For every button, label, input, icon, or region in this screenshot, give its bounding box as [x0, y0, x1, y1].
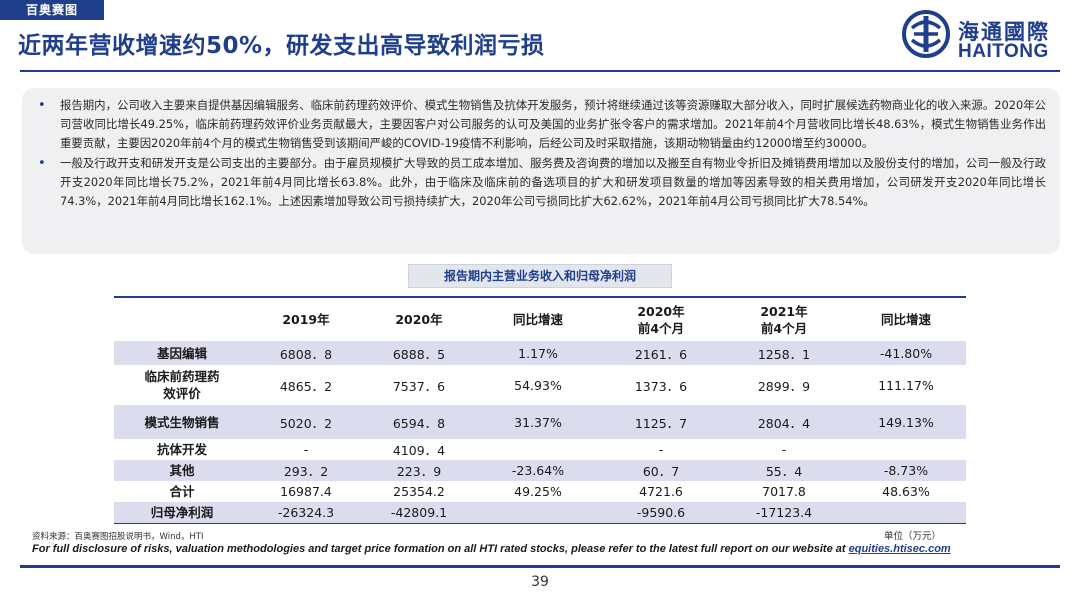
summary-bullet-text: 报告期内，公司收入主要来自提供基因编辑服务、临床前药理药效评价、模式生物销售及抗… — [60, 98, 1046, 151]
table-cell: 293．2 — [283, 464, 329, 479]
table-row: 合计 16987.4 25354.2 49.25% 4721.6 7017.8 48.63% — [114, 481, 966, 502]
haitong-logo: 海通國際 HAITONG — [900, 8, 1060, 68]
disclaimer: For full disclosure of risks, valuation … — [32, 543, 951, 555]
page-number: 39 — [531, 574, 549, 590]
column-header: 2020年 前4个月 — [637, 303, 685, 336]
company-tag: 百奥赛图 — [0, 0, 104, 20]
table-cell: - — [658, 442, 664, 457]
table-cell: -23.64% — [511, 463, 565, 478]
haitong-emblem-icon — [902, 10, 950, 58]
table-cell: 7537．6 — [392, 378, 446, 394]
top-divider — [20, 70, 1060, 72]
summary-bullet: • 报告期内，公司收入主要来自提供基因编辑服务、临床前药理药效评价、模式生物销售及… — [36, 96, 1046, 154]
disclaimer-link[interactable]: equities.htisec.com — [848, 543, 951, 555]
table-cell: -26324.3 — [277, 504, 335, 520]
row-label: 其他 — [169, 463, 195, 478]
table-cell: -8.73% — [883, 463, 929, 478]
table-cell: 4865．2 — [279, 378, 333, 394]
table-cell: 16987.4 — [280, 484, 332, 499]
column-header: 2019年 — [282, 312, 330, 327]
bullet-dot-icon: • — [38, 155, 46, 171]
column-header: 2020年 — [395, 312, 443, 327]
table-cell: 6808．8 — [279, 346, 333, 362]
table-cell: 55．4 — [765, 464, 803, 479]
table-cell: - — [781, 442, 787, 457]
table-cell — [476, 439, 600, 460]
row-label: 抗体开发 — [156, 442, 207, 457]
column-header — [114, 297, 250, 341]
table-cell: 31.37% — [514, 414, 562, 430]
table-cell: 7017.8 — [762, 484, 806, 499]
table-cell: -42809.1 — [390, 504, 448, 520]
table-cell: 6888．5 — [392, 346, 446, 362]
table-cell — [476, 502, 600, 523]
bullet-dot-icon: • — [38, 98, 46, 113]
row-label: 合计 — [169, 484, 195, 499]
table-cell: 5020．2 — [279, 415, 333, 431]
table-cell: 223．9 — [396, 464, 442, 479]
table-cell: 60．7 — [642, 464, 680, 479]
logo-english-text: HAITONG — [958, 41, 1049, 62]
column-header: 同比增速 — [512, 312, 563, 327]
table-cell: 6594．8 — [392, 415, 446, 431]
table-cell: -17123.4 — [755, 504, 813, 520]
table-cell: 1373．6 — [634, 378, 688, 394]
summary-box: • 报告期内，公司收入主要来自提供基因编辑服务、临床前药理药效评价、模式生物销售及… — [22, 88, 1060, 254]
unit-note: 单位（万元） — [884, 531, 942, 542]
row-label: 归母净利润 — [150, 504, 214, 520]
table-cell — [846, 502, 966, 523]
column-header: 2021年 前4个月 — [760, 303, 808, 336]
table-row: 模式生物销售 5020．2 6594．8 31.37% 1125．7 2804．4 149.… — [114, 405, 966, 439]
table-row: 抗体开发 - 4109．4 - - — [114, 439, 966, 460]
disclaimer-text: For full disclosure of risks, valuation … — [32, 543, 849, 555]
table-cell: 48.63% — [882, 484, 930, 499]
table-header-row: 2019年 2020年 同比增速 2020年 前4个月 2021年 前4个月 同比增速 — [114, 297, 966, 341]
table-cell: - — [303, 442, 309, 457]
table-cell: 25354.2 — [393, 484, 445, 499]
table-cell — [846, 439, 966, 460]
table-row: 临床前药理药 效评价 4865．2 7537．6 54.93% 1373．6 2899．9… — [114, 365, 966, 405]
row-label: 临床前药理药 效评价 — [144, 369, 220, 401]
row-label: 基因编辑 — [156, 345, 207, 361]
table-cell: 149.13% — [878, 414, 934, 430]
table-cell: 1.17% — [518, 345, 558, 361]
table-cell: 4109．4 — [392, 443, 446, 458]
table-cell: 2804．4 — [757, 415, 811, 431]
slide-title: 近两年营收增速约50%，研发支出高导致利润亏损 — [18, 33, 545, 59]
row-label: 模式生物销售 — [144, 414, 220, 430]
source-note: 资料来源：百奥赛图招股说明书，Wind，HTI — [32, 532, 204, 542]
table-cell: 54.93% — [514, 377, 562, 393]
table-cell: -9590.6 — [636, 504, 686, 520]
table-title: 报告期内主营业务收入和归母净利润 — [408, 264, 672, 288]
table-cell: 2161．6 — [634, 346, 688, 362]
table-row: 基因编辑 6808．8 6888．5 1.17% 2161．6 1258．1 -41.80% — [114, 341, 966, 365]
table-cell: 1125．7 — [634, 415, 688, 431]
table-cell: 49.25% — [514, 484, 562, 499]
table-row: 归母净利润 -26324.3 -42809.1 -9590.6 -17123.4 — [114, 502, 966, 523]
summary-bullet: • 一般及行政开支和研发开支是公司支出的主要部分。由于雇员规模扩大导致的员工成本增… — [36, 154, 1046, 212]
table-cell: 4721.6 — [639, 484, 683, 499]
bottom-divider — [20, 565, 1060, 568]
logo-chinese-text: 海通國際 — [958, 20, 1050, 44]
column-header: 同比增速 — [880, 312, 931, 327]
table-cell: -41.80% — [879, 345, 933, 361]
table-cell: 1258．1 — [757, 346, 811, 362]
table-cell: 111.17% — [878, 377, 934, 393]
summary-bullet-text: 一般及行政开支和研发开支是公司支出的主要部分。由于雇员规模扩大导致的员工成本增加… — [60, 155, 1046, 209]
revenue-table: 2019年 2020年 同比增速 2020年 前4个月 2021年 前4个月 同比增速 基… — [114, 296, 966, 524]
table-cell: 2899．9 — [757, 378, 811, 394]
table-row: 其他 293．2 223．9 -23.64% 60．7 55．4 -8.73% — [114, 460, 966, 481]
